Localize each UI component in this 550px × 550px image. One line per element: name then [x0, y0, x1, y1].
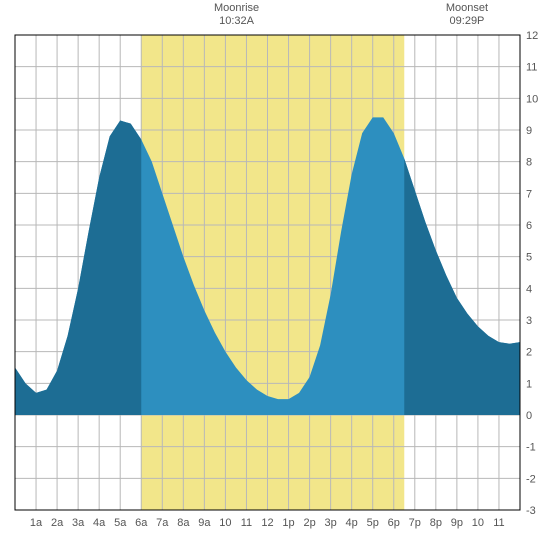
y-tick-label: 10 — [526, 93, 538, 105]
y-tick-label: -1 — [526, 442, 536, 454]
y-tick-label: 7 — [526, 188, 532, 200]
y-tick-label: 3 — [526, 315, 532, 327]
x-tick-label: 8a — [177, 517, 190, 529]
moonset-caption: Moonset — [437, 2, 497, 15]
x-tick-label: 10 — [219, 517, 231, 529]
x-tick-label: 5a — [114, 517, 127, 529]
y-tick-label: 12 — [526, 30, 538, 42]
x-tick-label: 11 — [241, 517, 252, 529]
moonset-label: Moonset 09:29P — [437, 2, 497, 28]
x-tick-label: 1p — [282, 517, 294, 529]
x-tick-label: 10 — [472, 517, 484, 529]
x-tick-label: 9p — [451, 517, 463, 529]
x-tick-label: 1a — [30, 517, 43, 529]
x-tick-label: 4p — [346, 517, 358, 529]
x-tick-label: 3p — [325, 517, 337, 529]
x-tick-label: 9a — [198, 517, 211, 529]
moonrise-label: Moonrise 10:32A — [207, 2, 267, 28]
y-tick-label: 8 — [526, 157, 532, 169]
y-tick-label: -3 — [526, 505, 536, 517]
x-tick-label: 6a — [135, 517, 148, 529]
moonrise-time: 10:32A — [207, 15, 267, 28]
y-tick-label: 11 — [526, 62, 537, 74]
moonset-time: 09:29P — [437, 15, 497, 28]
tide-chart: Moonrise 10:32A Moonset 09:29P -3-2-1012… — [0, 0, 550, 550]
x-tick-label: 2p — [303, 517, 315, 529]
y-tick-label: 6 — [526, 220, 532, 232]
x-tick-label: 8p — [430, 517, 442, 529]
moonrise-caption: Moonrise — [207, 2, 267, 15]
x-tick-label: 4a — [93, 517, 106, 529]
y-tick-label: 4 — [526, 283, 532, 295]
x-tick-label: 2a — [51, 517, 64, 529]
x-tick-label: 7a — [156, 517, 169, 529]
x-tick-label: 7p — [409, 517, 421, 529]
y-tick-label: 2 — [526, 347, 532, 359]
x-tick-label: 6p — [388, 517, 400, 529]
x-tick-label: 11 — [493, 517, 504, 529]
y-tick-label: 0 — [526, 410, 532, 422]
y-tick-label: 9 — [526, 125, 532, 137]
tide-area-night-1 — [404, 159, 520, 416]
x-tick-label: 12 — [261, 517, 273, 529]
y-tick-label: -2 — [526, 473, 536, 485]
y-tick-label: 1 — [526, 378, 532, 390]
x-tick-label: 3a — [72, 517, 85, 529]
y-tick-label: 5 — [526, 252, 532, 264]
x-tick-label: 5p — [367, 517, 379, 529]
chart-svg: -3-2-101234567891011121a2a3a4a5a6a7a8a9a… — [0, 0, 550, 550]
